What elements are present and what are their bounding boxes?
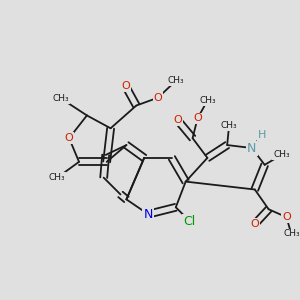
Text: CH₃: CH₃ [273, 150, 290, 159]
Text: CH₃: CH₃ [53, 94, 70, 103]
Text: O: O [121, 81, 130, 91]
Text: N: N [247, 142, 256, 154]
Text: O: O [154, 93, 162, 103]
Text: Cl: Cl [184, 214, 196, 228]
Text: H: H [257, 130, 266, 140]
Text: CH₃: CH₃ [283, 230, 300, 238]
Text: O: O [173, 116, 182, 125]
Text: N: N [143, 208, 153, 221]
Text: O: O [250, 219, 259, 229]
Text: CH₃: CH₃ [221, 121, 237, 130]
Text: CH₃: CH₃ [49, 173, 66, 182]
Text: CH₃: CH₃ [199, 96, 216, 105]
Text: O: O [282, 212, 291, 222]
Text: CH₃: CH₃ [167, 76, 184, 85]
Text: O: O [65, 133, 74, 143]
Text: O: O [193, 113, 202, 123]
